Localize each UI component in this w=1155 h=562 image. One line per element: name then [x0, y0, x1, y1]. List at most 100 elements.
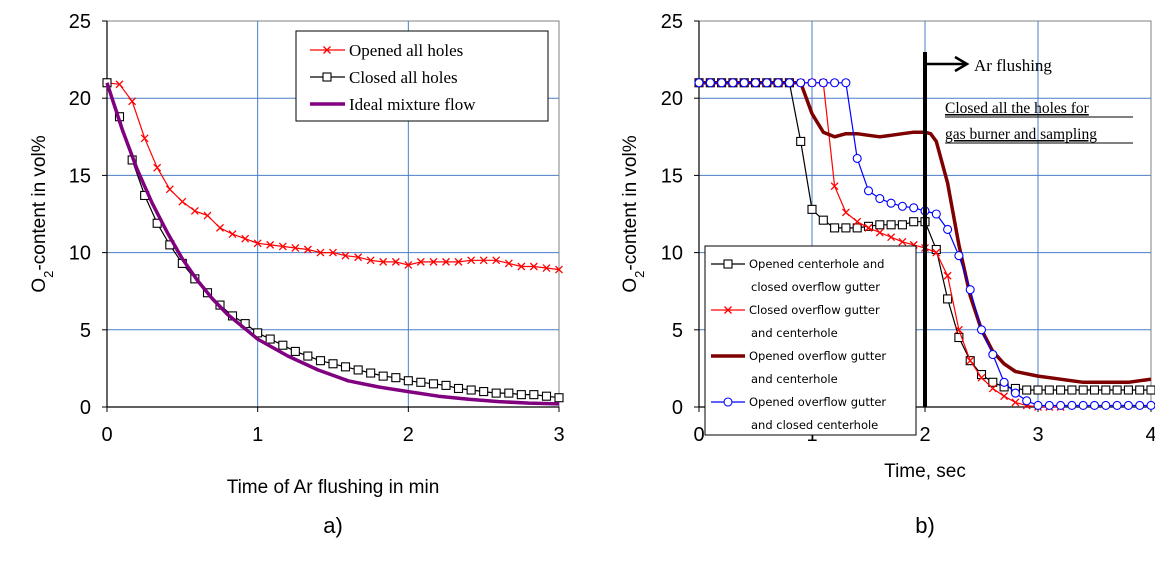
chart-a-data-point — [391, 257, 400, 266]
chart-b-data-point — [1146, 385, 1155, 395]
chart-a-data-point — [491, 388, 501, 398]
chart-b-arrow-label: Ar flushing — [974, 56, 1052, 75]
chart-b-data-point — [943, 271, 952, 280]
chart-a-data-point — [253, 239, 262, 248]
chart-b-data-point — [1146, 400, 1155, 411]
chart-a-data-point — [328, 359, 338, 369]
chart-b-data-point — [1067, 400, 1077, 411]
chart-b-data-point — [966, 356, 975, 365]
chart-a-data-point — [516, 390, 526, 400]
chart-a-data-point — [453, 383, 464, 394]
chart-b-data-point — [762, 78, 772, 88]
chart-a-data-point — [492, 256, 501, 265]
chart-b-data-point — [1000, 392, 1009, 401]
chart-a-data-point — [340, 362, 351, 372]
chart-a-y-tick-label: 0 — [80, 397, 91, 419]
chart-b-data-point — [863, 186, 874, 196]
chart-b-data-point — [898, 237, 907, 246]
chart-b-x-tick-label: 2 — [919, 424, 930, 446]
chart-a-data-point — [265, 334, 275, 344]
chart-a-legend-marker — [323, 46, 331, 54]
chart-b-data-point — [909, 217, 919, 227]
chart-b-data-point — [841, 223, 851, 233]
chart-a-data-point — [428, 379, 439, 389]
chart-b-data-point — [988, 377, 998, 387]
chart-b-data-point — [977, 373, 986, 382]
chart-b-y-tick-label: 0 — [672, 397, 683, 419]
chart-b-data-point — [886, 198, 896, 208]
chart-b-data-point — [943, 294, 953, 304]
chart-a-panel-label: a) — [323, 513, 343, 538]
chart-b-data-point — [1033, 385, 1043, 395]
chart-a-legend-box — [295, 30, 549, 122]
chart-a-data-point — [291, 244, 300, 252]
chart-a-series-1 — [103, 78, 563, 274]
chart-a-data-point — [278, 340, 288, 350]
chart-b-data-point — [1044, 385, 1054, 395]
chart-a-data-point — [379, 257, 388, 266]
chart-b-arrow-head-icon — [954, 55, 970, 73]
chart-b-data-point — [932, 248, 941, 257]
chart-a-data-point — [442, 257, 450, 266]
chart-a-legend-label: Closed all holes — [349, 68, 458, 87]
chart-a-y-tick-label: 5 — [80, 320, 91, 342]
chart-b-data-point — [887, 233, 896, 242]
chart-a-data-point — [353, 365, 363, 375]
chart-a-data-point — [228, 230, 237, 239]
chart-a-data-point — [542, 264, 551, 272]
chart-a-series-2 — [102, 78, 564, 403]
chart-a-legend-entry: Opened all holes — [310, 41, 463, 60]
chart-b-data-point — [807, 204, 817, 214]
chart-a-x-label: Time of Ar flushing in min — [227, 477, 440, 498]
chart-a-data-point — [128, 97, 137, 106]
chart-b-data-point — [852, 153, 862, 163]
chart-a-data-point — [315, 356, 326, 366]
chart-a-data-point — [555, 265, 563, 274]
chart-a-legend: Opened all holes Closed all holes Ideal mi… — [295, 30, 549, 122]
chart-a-y-tick-label: 25 — [69, 11, 91, 33]
chart-b-data-point — [1022, 385, 1032, 395]
chart-b-data-point — [1011, 398, 1020, 407]
chart-b-data-point — [1010, 388, 1020, 398]
chart-b-data-point — [830, 78, 840, 88]
chart-a-data-point — [441, 380, 451, 390]
chart-b-data-point — [1101, 385, 1111, 395]
chart-b-data-point — [841, 78, 851, 88]
chart-a-data-point — [479, 387, 489, 397]
chart-b-data-point — [976, 325, 987, 335]
chart-b-data-point — [965, 285, 975, 295]
chart-a-data-point — [216, 223, 224, 232]
chart-b-data-point — [705, 78, 715, 88]
chart-a-data-point — [303, 245, 312, 254]
chart-b-data-point — [875, 220, 885, 230]
chart-b-data-point — [1135, 400, 1145, 411]
chart-a-x-tick-label: 1 — [252, 424, 263, 446]
chart-b-legend-marker — [723, 259, 733, 269]
chart-b-y-label: O2-content in vol% — [620, 135, 647, 292]
chart-b-legend-entry: Opened overflow gutter and centerhole — [711, 349, 886, 386]
chart-b-data-point — [988, 384, 997, 393]
chart-a-data-point — [454, 257, 463, 266]
chart-b-data-point — [1123, 385, 1133, 395]
chart-b-legend-label: Opened overflow gutter — [749, 349, 886, 363]
chart-a-data-point — [278, 242, 287, 251]
chart-a-data-point — [178, 197, 187, 206]
chart-b-legend-label: Closed overflow gutter — [749, 303, 880, 317]
chart-a-data-point — [554, 393, 564, 403]
chart-b-legend-entry: Opened centerhole and closed overflow gut… — [711, 257, 884, 294]
chart-a-data-point — [504, 259, 513, 268]
chart-b-legend: Opened centerhole and closed overflow gut… — [704, 245, 917, 436]
chart-b-data-point — [1101, 400, 1111, 411]
chart-b-y-tick-label: 25 — [661, 11, 683, 33]
chart-a-data-point — [203, 211, 212, 220]
chart-b-data-point — [830, 223, 840, 233]
chart-b-data-point — [943, 224, 953, 234]
chart-b-data-point — [1033, 400, 1043, 411]
chart-a-data-point — [467, 256, 476, 265]
chart-b-data-point — [796, 136, 806, 146]
chart-a-legend-entry: Closed all holes — [310, 68, 458, 87]
chart-b-data-point — [1089, 385, 1100, 395]
chart-a-data-point — [466, 385, 476, 395]
chart-a-legend-marker — [322, 72, 332, 82]
chart-b-data-point — [886, 220, 896, 230]
